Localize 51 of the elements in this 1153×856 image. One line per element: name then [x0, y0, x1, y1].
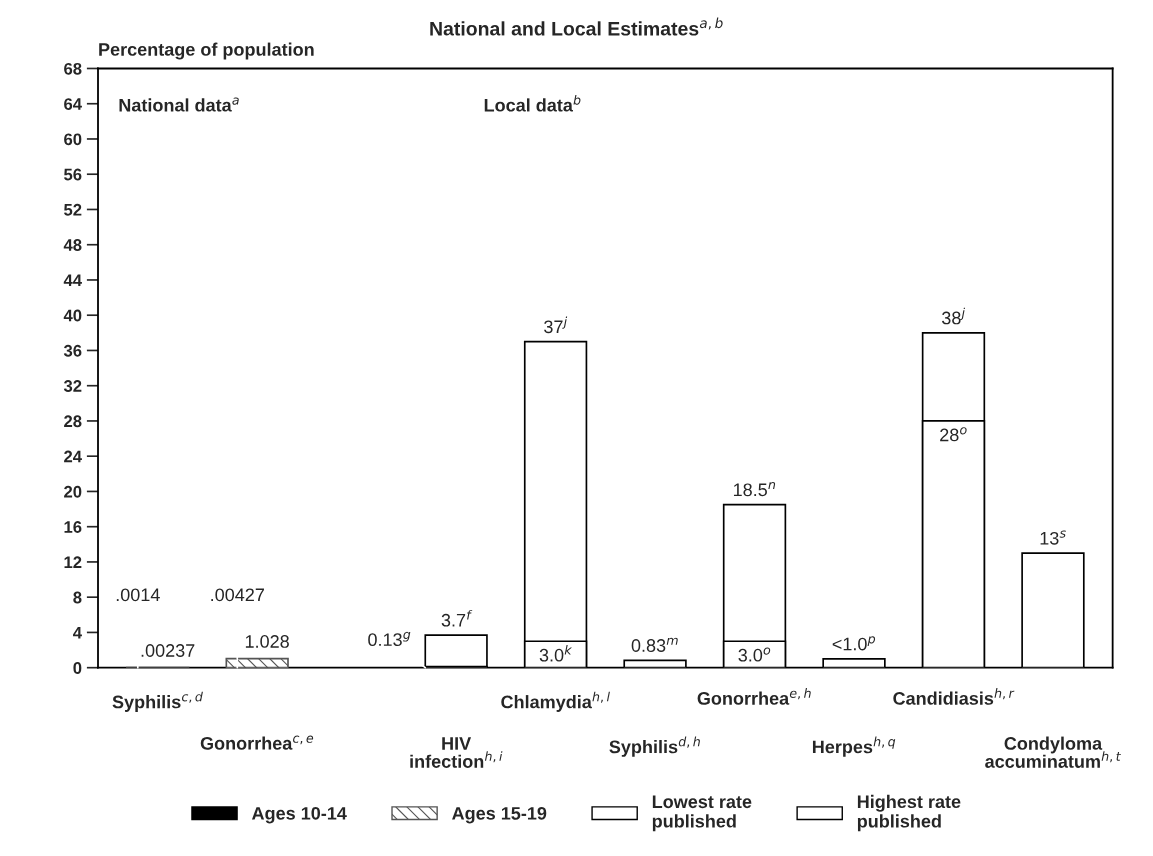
y-tick-label: 60 — [64, 133, 82, 146]
y-tick-label: 40 — [63, 309, 82, 322]
y-tick-label: 28 — [64, 415, 82, 428]
y-tick-label: 64 — [64, 98, 82, 110]
y-tick-label: 0 — [73, 662, 82, 674]
x-tick-label: Candidiasis$^{h,r}$ — [893, 688, 1015, 705]
data-label: 3.0$^{k}$ — [539, 644, 572, 662]
legend-label: Ages 10-14 — [251, 806, 347, 824]
legend-label: Lowest rate published — [652, 795, 752, 832]
data-label: 0.13$^{g}$ — [368, 631, 411, 647]
x-tick-label: HIV infection$^{h,i}$ — [410, 737, 503, 768]
data-label: <1.0$^{p}$ — [832, 636, 876, 651]
data-label: .00427 — [211, 588, 264, 602]
x-tick-label: Gonorrhea$^{e,h}$ — [697, 688, 811, 705]
y-tick-label: 4 — [73, 627, 82, 639]
x-tick-label: Condyloma accuminatum$^{h,t}$ — [985, 736, 1122, 768]
chart-title: National and Local Estimates$^{a,b}$ — [430, 17, 723, 36]
data-label: 13$^{s}$ — [1040, 530, 1066, 545]
y-tick-label: 20 — [64, 485, 82, 498]
x-tick-label: Syphilis$^{c,d}$ — [112, 691, 203, 712]
y-tick-label: 68 — [64, 62, 82, 75]
data-label: .00237 — [141, 644, 195, 657]
bar — [225, 657, 289, 668]
y-tick-label: 36 — [63, 344, 82, 357]
data-label: 3.0$^{o}$ — [738, 647, 771, 662]
y-tick-label: 24 — [64, 450, 82, 463]
y-tick-label: 16 — [64, 521, 82, 533]
data-label: 3.7$^{f}$ — [441, 609, 473, 627]
x-tick-label: Herpes$^{h,q}$ — [812, 736, 896, 757]
annotation: National data$^{a}$ — [119, 97, 239, 112]
data-label: .0014 — [116, 588, 160, 602]
legend-label: Highest rate published — [857, 794, 961, 832]
y-tick-label: 56 — [64, 168, 82, 181]
legend-label: Ages 15-19 — [452, 806, 547, 824]
data-label: 37$^{j}$ — [544, 316, 568, 334]
data-label: 38$^{j}$ — [941, 307, 966, 325]
y-tick-label: 52 — [64, 203, 82, 216]
y-tick-label: 32 — [63, 380, 82, 392]
data-label: 28$^{o}$ — [940, 427, 967, 442]
x-tick-label: Gonorrhea$^{c,e}$ — [200, 735, 314, 750]
data-label: 1.028 — [245, 635, 289, 648]
y-tick-label: 44 — [63, 274, 82, 286]
annotation: Local data$^{b}$ — [484, 94, 581, 112]
y-tick-label: 8 — [73, 591, 82, 604]
y-tick-label: 48 — [63, 239, 82, 251]
x-tick-label: Chlamydia$^{h,l}$ — [501, 691, 610, 712]
y-tick-label: 12 — [64, 556, 82, 568]
data-label: 18.5$^{n}$ — [733, 482, 776, 497]
x-tick-label: Syphilis$^{d,h}$ — [609, 736, 700, 757]
data-label: 0.83$^{m}$ — [631, 637, 678, 652]
y-axis-title: Percentage of population — [99, 42, 314, 60]
